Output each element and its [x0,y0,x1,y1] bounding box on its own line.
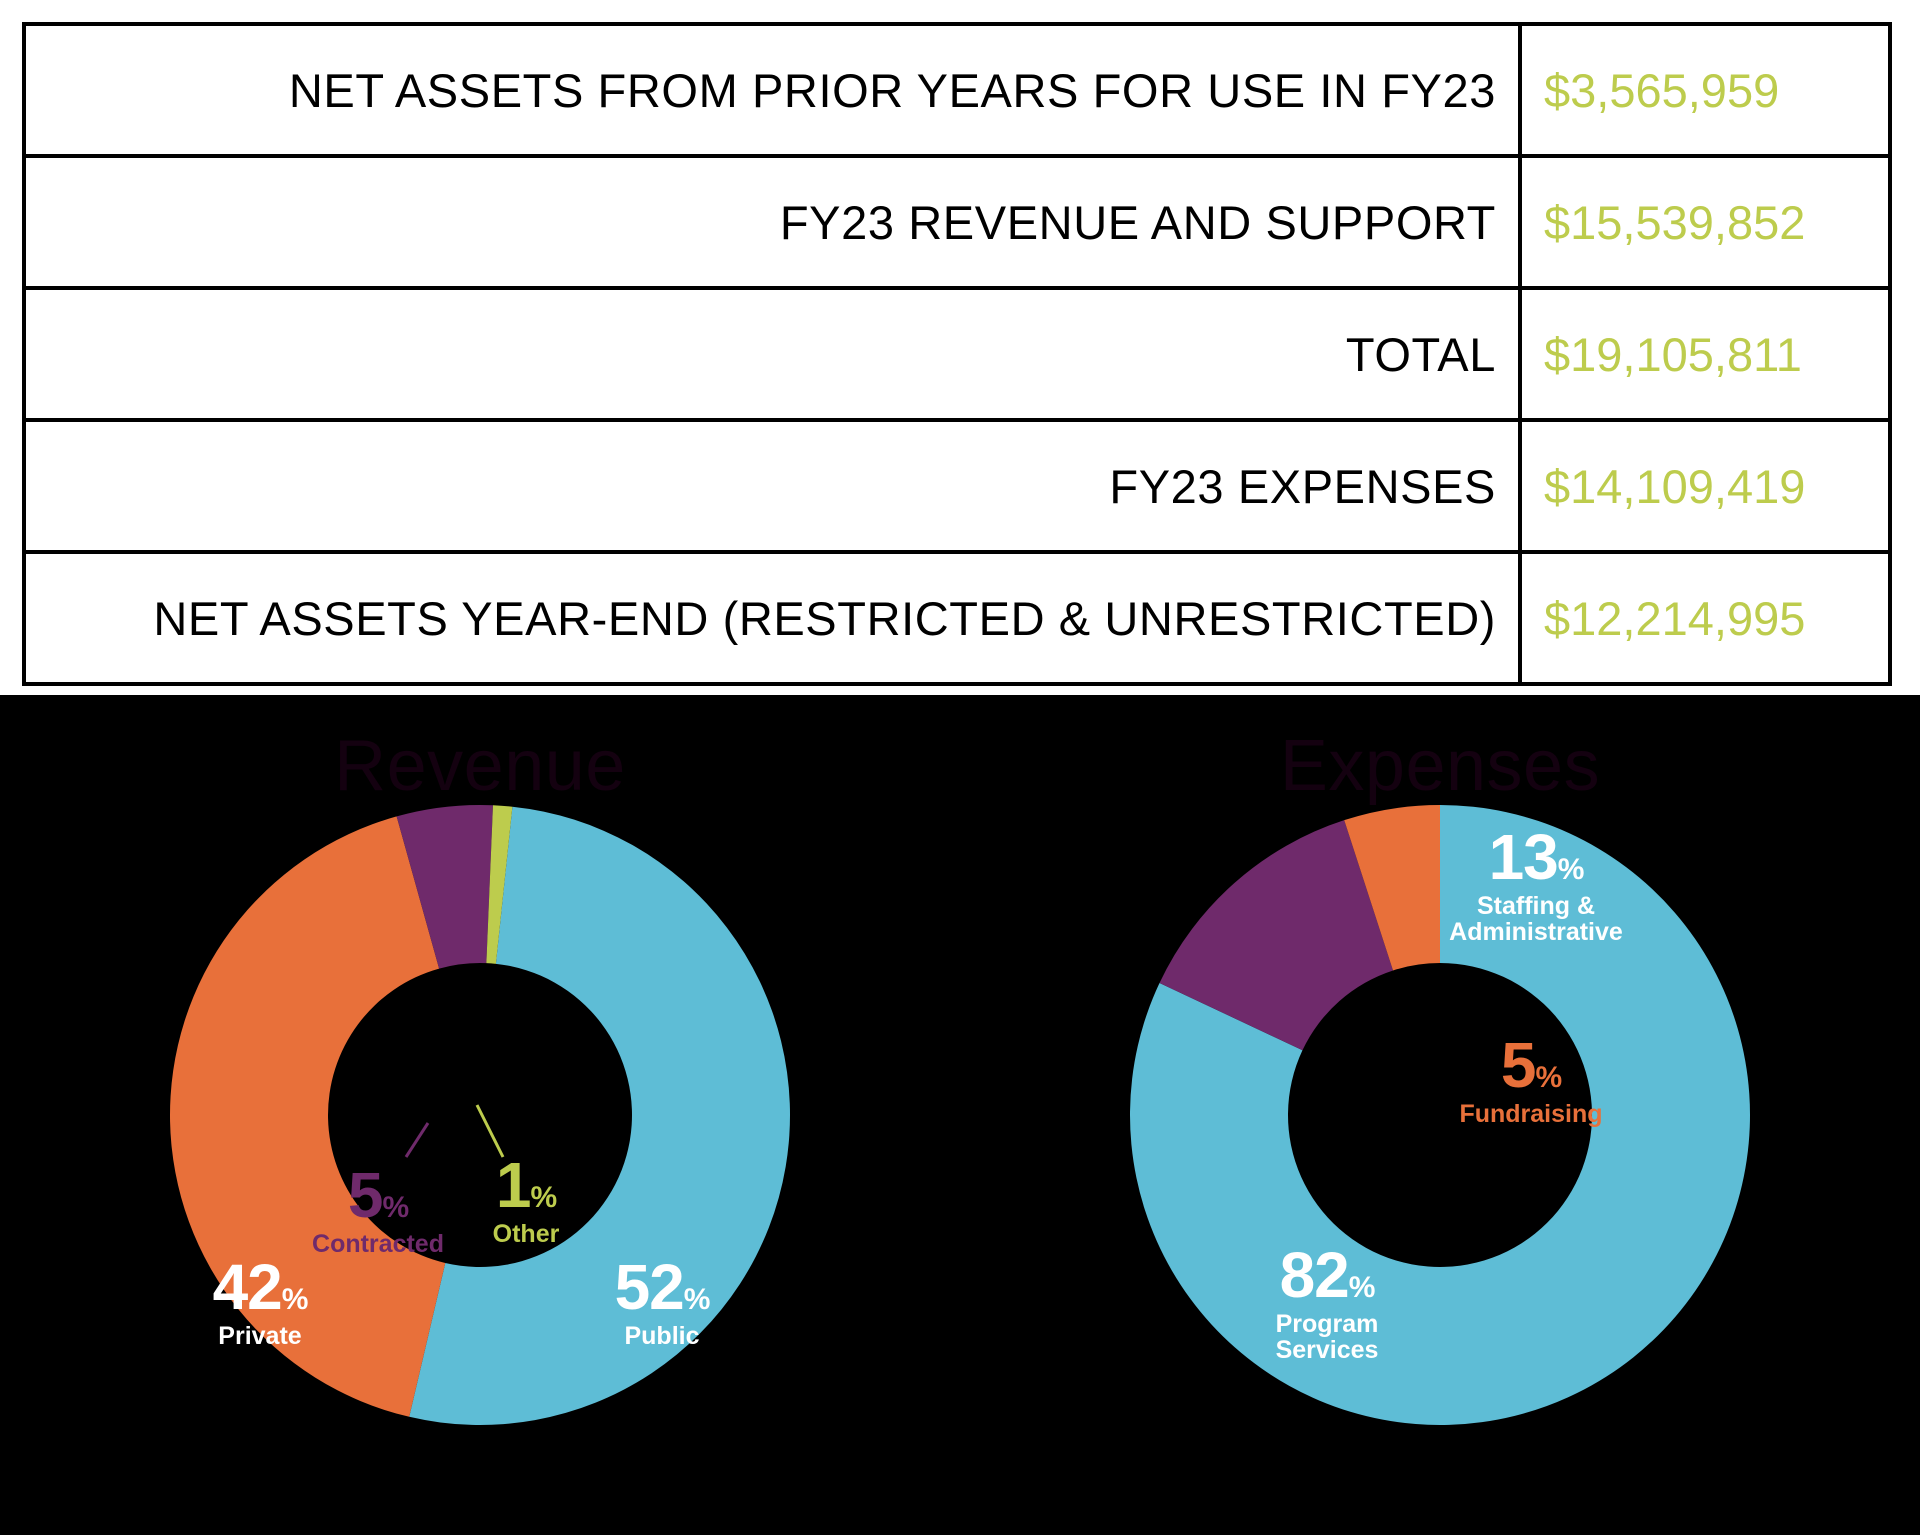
contracted-leader-line [404,1122,430,1158]
table-row: FY23 EXPENSES $14,109,419 [22,418,1892,554]
fundraising-pct: 5 [1500,1029,1537,1101]
donut-slice-staffing-administrative [1159,820,1394,1051]
program-pct: 82 [1279,1239,1350,1311]
expenses-donut: 13% Staffing & Administrative 5% Fundrais… [1130,805,1750,1425]
revenue-donut-svg [170,805,791,1425]
table-row: NET ASSETS FROM PRIOR YEARS FOR USE IN F… [22,22,1892,158]
label-contracted: 5% Contracted [278,1163,478,1257]
charts-panel: Revenue 5% Contracted 1% Other 42 [0,695,1920,1535]
donut-slice-private [170,816,446,1417]
donut-slice-other [486,805,513,964]
financial-summary-table: NET ASSETS FROM PRIOR YEARS FOR USE IN F… [22,22,1892,686]
row-label: NET ASSETS FROM PRIOR YEARS FOR USE IN F… [22,22,1522,158]
expenses-donut-svg [1130,805,1750,1425]
public-caption: Public [624,1322,700,1350]
table-row: TOTAL $19,105,811 [22,286,1892,422]
contracted-pct: 5 [347,1159,384,1231]
percent-sign: % [683,1283,711,1316]
contracted-caption: Contracted [312,1230,444,1258]
row-value: $14,109,419 [1518,418,1892,554]
expenses-chart-title: Expenses [1279,726,1601,806]
percent-sign: % [1348,1271,1376,1304]
public-pct: 52 [614,1251,685,1323]
other-pct: 1 [495,1149,532,1221]
private-pct: 42 [212,1251,283,1323]
revenue-arcs [170,805,791,1425]
label-other: 1% Other [466,1153,586,1247]
label-public: 52% Public [562,1255,762,1349]
percent-sign: % [382,1191,409,1224]
revenue-chart-title: Revenue [334,726,626,806]
private-caption: Private [218,1322,302,1350]
staffing-caption: Staffing & Administrative [1449,892,1623,946]
expenses-chart-block: Expenses 13% Staffing & Administrative 5%… [960,695,1920,1535]
row-label: NET ASSETS YEAR-END (RESTRICTED & UNREST… [22,550,1522,686]
revenue-chart-block: Revenue 5% Contracted 1% Other 42 [0,695,960,1535]
donut-slice-fundraising [1344,805,1440,971]
percent-sign: % [530,1181,557,1214]
table-row: FY23 REVENUE AND SUPPORT $15,539,852 [22,154,1892,290]
staffing-pct: 13 [1488,821,1559,893]
program-caption: Program Services [1275,1310,1379,1364]
table-row: NET ASSETS YEAR-END (RESTRICTED & UNREST… [22,550,1892,686]
row-label: FY23 EXPENSES [22,418,1522,554]
fundraising-caption: Fundraising [1459,1100,1603,1128]
row-label: TOTAL [22,286,1522,422]
label-fundraising: 5% Fundraising [1416,1033,1646,1127]
percent-sign: % [1557,853,1585,886]
row-value: $15,539,852 [1518,154,1892,290]
expenses-arcs [1130,805,1750,1425]
donut-slice-program-services [1130,805,1750,1425]
row-value: $3,565,959 [1518,22,1892,158]
percent-sign: % [1535,1061,1562,1094]
row-value: $19,105,811 [1518,286,1892,422]
row-label: FY23 REVENUE AND SUPPORT [22,154,1522,290]
revenue-donut: 5% Contracted 1% Other 42% Private 52% P… [170,805,791,1425]
label-staffing-administrative: 13% Staffing & Administrative [1416,825,1656,945]
label-program-services: 82% Program Services [1202,1243,1452,1363]
table-body: NET ASSETS FROM PRIOR YEARS FOR USE IN F… [22,22,1892,686]
label-private: 42% Private [160,1255,360,1349]
other-caption: Other [492,1220,560,1248]
row-value: $12,214,995 [1518,550,1892,686]
donut-slice-public [409,806,791,1425]
other-leader-line [475,1104,505,1158]
donut-slice-contracted [396,805,493,969]
percent-sign: % [281,1283,309,1316]
